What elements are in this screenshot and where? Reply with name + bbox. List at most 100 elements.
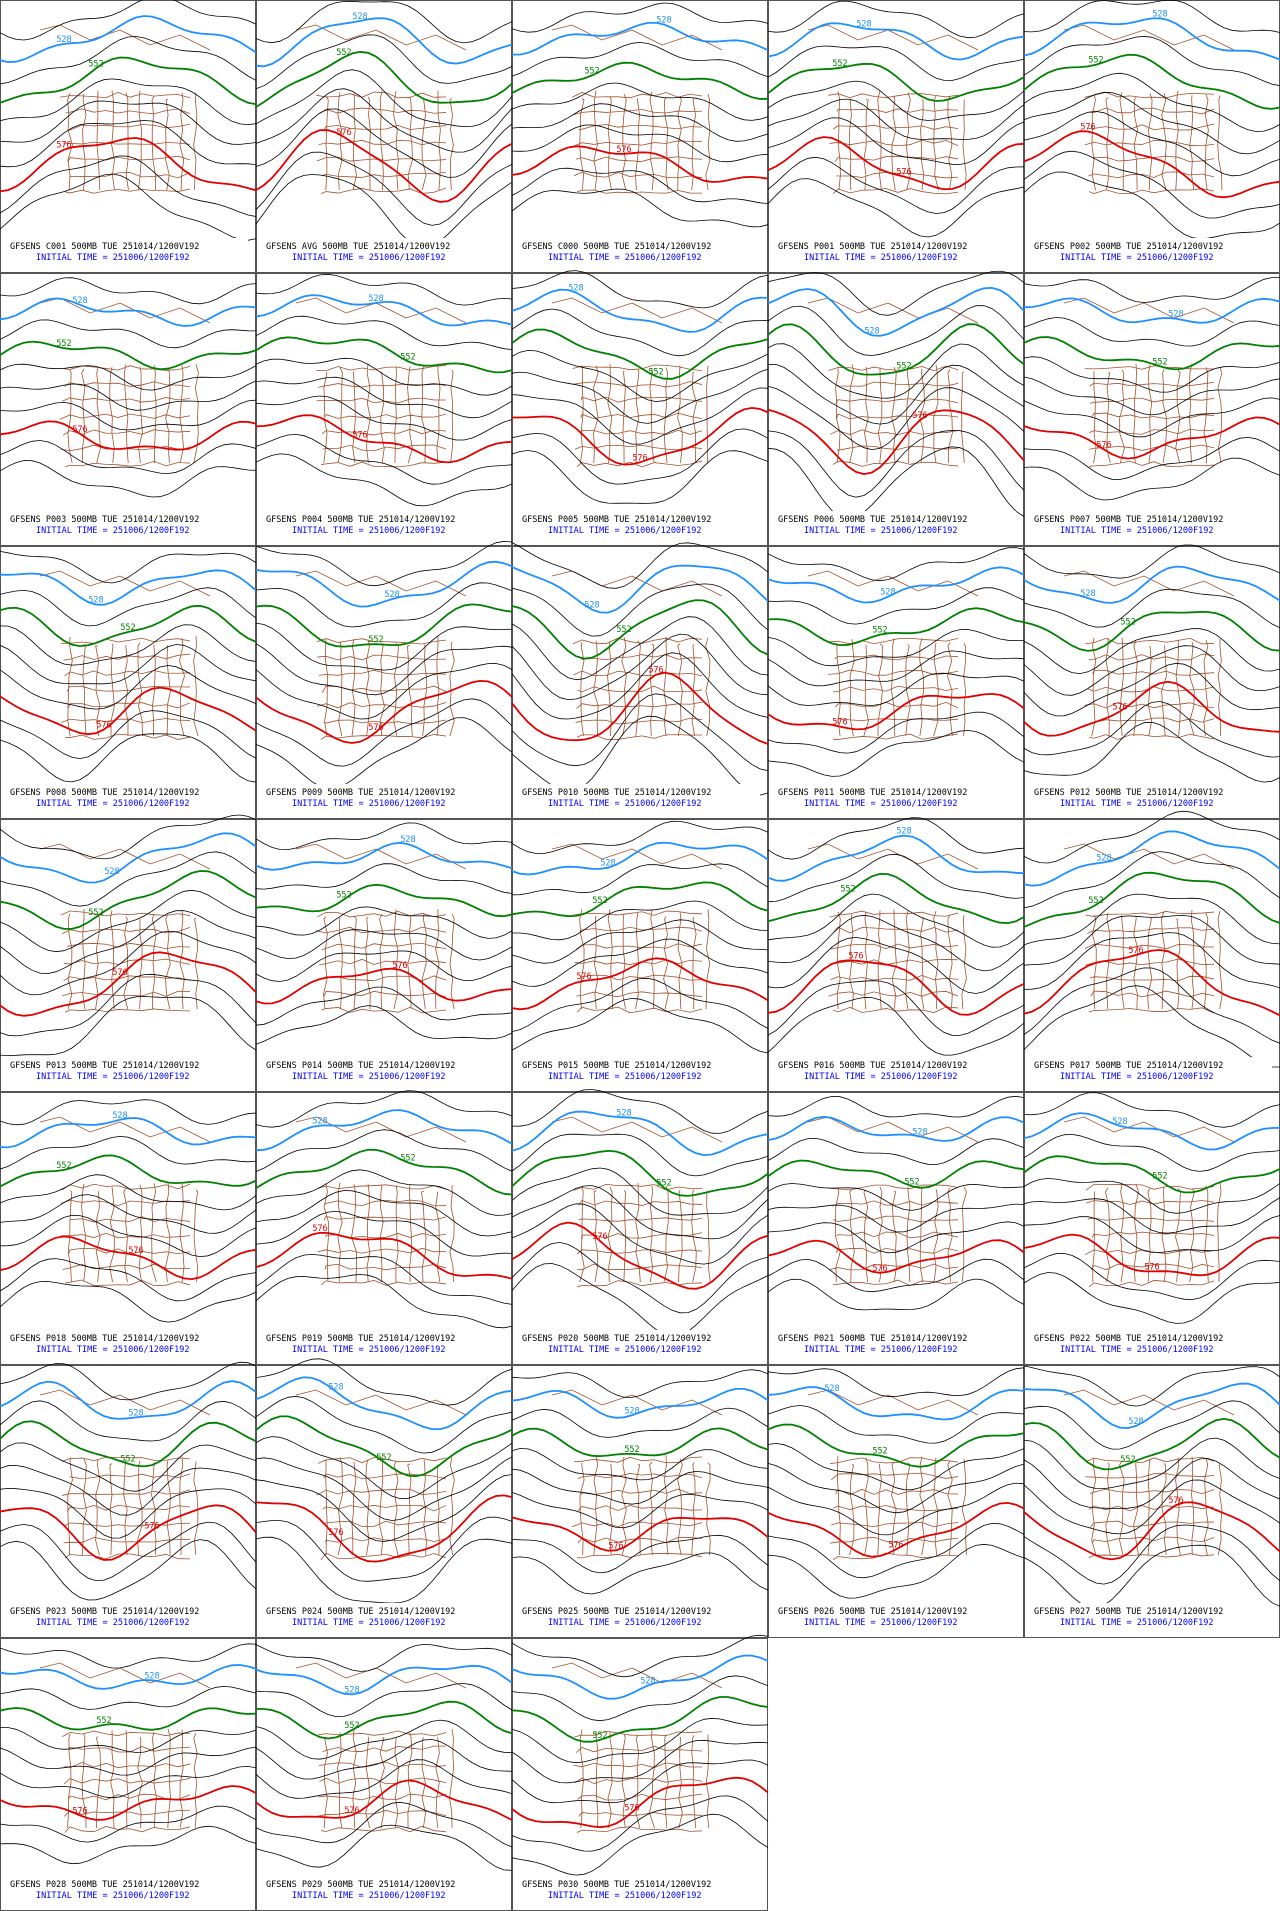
- contour-line: [255, 1376, 513, 1431]
- contour-line: [767, 1367, 1025, 1398]
- panel-border: [512, 819, 768, 1092]
- panel-title: GFSENS P001 500MB TUE 251014/1200V192: [778, 242, 967, 252]
- contour-line: [511, 349, 769, 403]
- contour-line: [1023, 171, 1280, 240]
- contour-line: [1023, 457, 1280, 501]
- contour-line: [511, 1167, 769, 1216]
- contour-line: [0, 277, 257, 305]
- initial-time: INITIAL TIME = 251006/1200F192: [1060, 1072, 1214, 1082]
- contour-line: [255, 151, 513, 226]
- contour-line: [1023, 645, 1280, 696]
- contour-line: [767, 729, 1025, 777]
- panel-title: GFSENS P016 500MB TUE 251014/1200V192: [778, 1061, 967, 1071]
- contour-line: [0, 733, 257, 783]
- contour-line: [1023, 1197, 1280, 1234]
- contour-line: [511, 863, 769, 896]
- map-borders: [807, 1389, 979, 1561]
- contour-label: 528: [400, 835, 415, 845]
- contour-line: [767, 1221, 1025, 1254]
- contour-line: [1023, 1252, 1280, 1301]
- initial-time: INITIAL TIME = 251006/1200F192: [548, 253, 702, 263]
- contour-line: [255, 929, 513, 961]
- contour-line: [0, 1235, 257, 1281]
- contour-label: 528: [600, 859, 615, 869]
- panel-title: GFSENS P027 500MB TUE 251014/1200V192: [1034, 1607, 1223, 1617]
- contour-line: [0, 1487, 257, 1539]
- panel-border: [256, 273, 512, 546]
- panel-border: [768, 273, 1024, 546]
- contour-line: [255, 1739, 513, 1780]
- contour-line: [255, 453, 513, 507]
- panel-title: GFSENS P026 500MB TUE 251014/1200V192: [778, 1607, 967, 1617]
- contour-line: [0, 644, 257, 685]
- contour-label: 552: [1120, 1455, 1135, 1465]
- contour-line: [511, 21, 769, 56]
- contour-line: [767, 607, 1025, 647]
- contour-label: 576: [72, 1806, 87, 1816]
- contour-label: 552: [904, 1177, 919, 1187]
- panel-title: GFSENS P022 500MB TUE 251014/1200V192: [1034, 1334, 1223, 1344]
- contour-line: [1023, 17, 1280, 61]
- contour-line: [255, 967, 513, 1005]
- contour-line: [255, 1516, 513, 1582]
- contour-line: [255, 1210, 513, 1257]
- contour-line: [0, 996, 257, 1057]
- contour-label: 528: [112, 1111, 127, 1121]
- contour-line: [255, 1395, 513, 1454]
- contour-line: [767, 305, 1025, 356]
- panel-border: [768, 1092, 1024, 1365]
- contour-line: [767, 408, 1025, 476]
- contour-line: [511, 820, 769, 854]
- contour-line: [1023, 680, 1280, 737]
- initial-time: INITIAL TIME = 251006/1200F192: [36, 1891, 190, 1901]
- contour-label: 552: [336, 48, 351, 58]
- contour-line: [255, 822, 513, 851]
- initial-time: INITIAL TIME = 251006/1200F192: [292, 1891, 446, 1901]
- map-panel: 528 552 576 GFSENS P016 500MB TUE 251014/12…: [767, 817, 1025, 1092]
- contour-line: [255, 679, 513, 744]
- caption-bg: [264, 238, 504, 264]
- map-panel: 528 552 576 GFSENS P015 500MB TUE 251014/12…: [511, 819, 769, 1092]
- map-panel: 528 552 576 GFSENS P002 500MB TUE 251014/12…: [1023, 0, 1280, 273]
- caption-bg: [264, 1603, 504, 1629]
- map-panel: 528 552 576 GFSENS P014 500MB TUE 251014/12…: [255, 819, 513, 1092]
- panel-title: GFSENS P020 500MB TUE 251014/1200V192: [522, 1334, 711, 1344]
- contour-line: [255, 603, 513, 648]
- contour-line: [255, 69, 513, 128]
- initial-time: INITIAL TIME = 251006/1200F192: [292, 1345, 446, 1355]
- contour-line: [767, 270, 1025, 316]
- contour-label: 528: [656, 16, 671, 26]
- contour-line: [0, 399, 257, 431]
- panel-border: [512, 546, 768, 819]
- contour-line: [767, 178, 1025, 238]
- contour-line: [511, 103, 769, 142]
- contour-line: [0, 120, 257, 168]
- map-borders: [551, 1389, 723, 1559]
- caption-bg: [264, 1330, 504, 1356]
- caption-bg: [264, 1876, 504, 1902]
- contour-line: [1023, 297, 1280, 324]
- caption-bg: [1032, 784, 1272, 810]
- contour-line: [255, 1719, 513, 1760]
- contour-label: 576: [1112, 702, 1127, 712]
- contour-line: [511, 693, 769, 771]
- contour-line: [1023, 1233, 1280, 1277]
- contour-line: [255, 950, 513, 982]
- contour-line: [511, 1516, 769, 1552]
- contour-line: [767, 22, 1025, 61]
- panel-border: [256, 1092, 512, 1365]
- contour-line: [511, 1654, 769, 1700]
- contour-line: [255, 663, 513, 720]
- contour-line: [0, 1539, 257, 1601]
- map-panel: 528 552 576 GFSENS P012 500MB TUE 251014/12…: [1023, 544, 1280, 819]
- contour-line: [511, 188, 769, 228]
- contour-line: [0, 1727, 257, 1753]
- caption-bg: [520, 1330, 760, 1356]
- panel-title: GFSENS P002 500MB TUE 251014/1200V192: [1034, 242, 1223, 252]
- caption-bg: [520, 1876, 760, 1902]
- initial-time: INITIAL TIME = 251006/1200F192: [292, 526, 446, 536]
- contour-line: [767, 650, 1025, 687]
- panel-border: [1024, 819, 1280, 1092]
- map-borders: [295, 297, 467, 468]
- contour-line: [1023, 544, 1280, 579]
